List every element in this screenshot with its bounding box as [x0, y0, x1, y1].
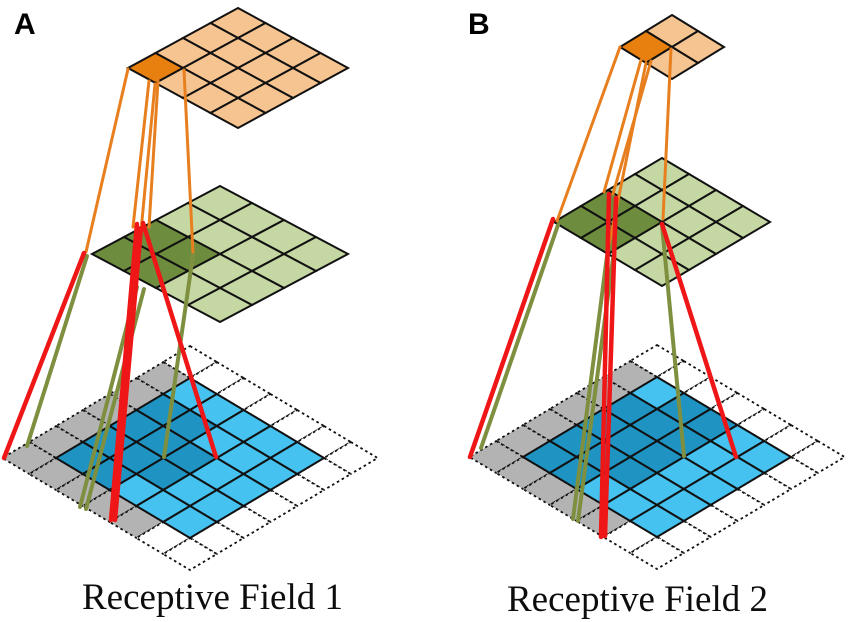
olive-connection-line [479, 223, 560, 450]
grid-cell [208, 96, 268, 130]
olive-connection-line [25, 254, 89, 448]
panel-a-diagram [0, 6, 380, 572]
grid-cell [644, 45, 700, 81]
panel-b-diagram [467, 13, 847, 571]
olive-connection-line [660, 223, 686, 458]
orange-connection-line [602, 58, 643, 194]
middle-layer-a [89, 184, 351, 324]
grid-cell [628, 535, 686, 571]
grid-cell [628, 503, 686, 539]
orange-connection-line [139, 82, 157, 233]
red-connection-line [598, 191, 612, 540]
red-connection-line [140, 220, 219, 460]
orange-connection-line [555, 45, 622, 223]
red-connection-line [112, 225, 144, 523]
connections-a [1, 67, 219, 523]
orange-connection-line [147, 79, 160, 229]
output-layer-b [618, 13, 726, 81]
caption-receptive-field-1: Receptive Field 1 [82, 577, 343, 618]
connections-b [467, 45, 739, 540]
red-connection-line [108, 221, 140, 523]
red-connection-line [659, 221, 739, 460]
orange-connection-line [611, 59, 653, 196]
input-layer-b [467, 343, 847, 571]
caption-receptive-field-2: Receptive Field 2 [507, 579, 768, 620]
output-layer-a [125, 6, 351, 130]
orange-connection-line [84, 67, 130, 254]
panel-a-label: A [14, 8, 37, 41]
orange-connection-line [661, 47, 673, 221]
red-connection-line [1, 250, 87, 461]
orange-connection-line [131, 79, 151, 229]
grid-cell [161, 536, 219, 572]
red-connection-line [602, 195, 619, 539]
grid-cell [161, 504, 219, 540]
olive-connection-line [162, 253, 195, 459]
grid-cell [185, 286, 255, 324]
orange-connection-line [182, 68, 195, 255]
panel-b-label: B [468, 8, 491, 41]
red-connection-line [467, 216, 556, 460]
olive-connection-line [571, 254, 609, 521]
